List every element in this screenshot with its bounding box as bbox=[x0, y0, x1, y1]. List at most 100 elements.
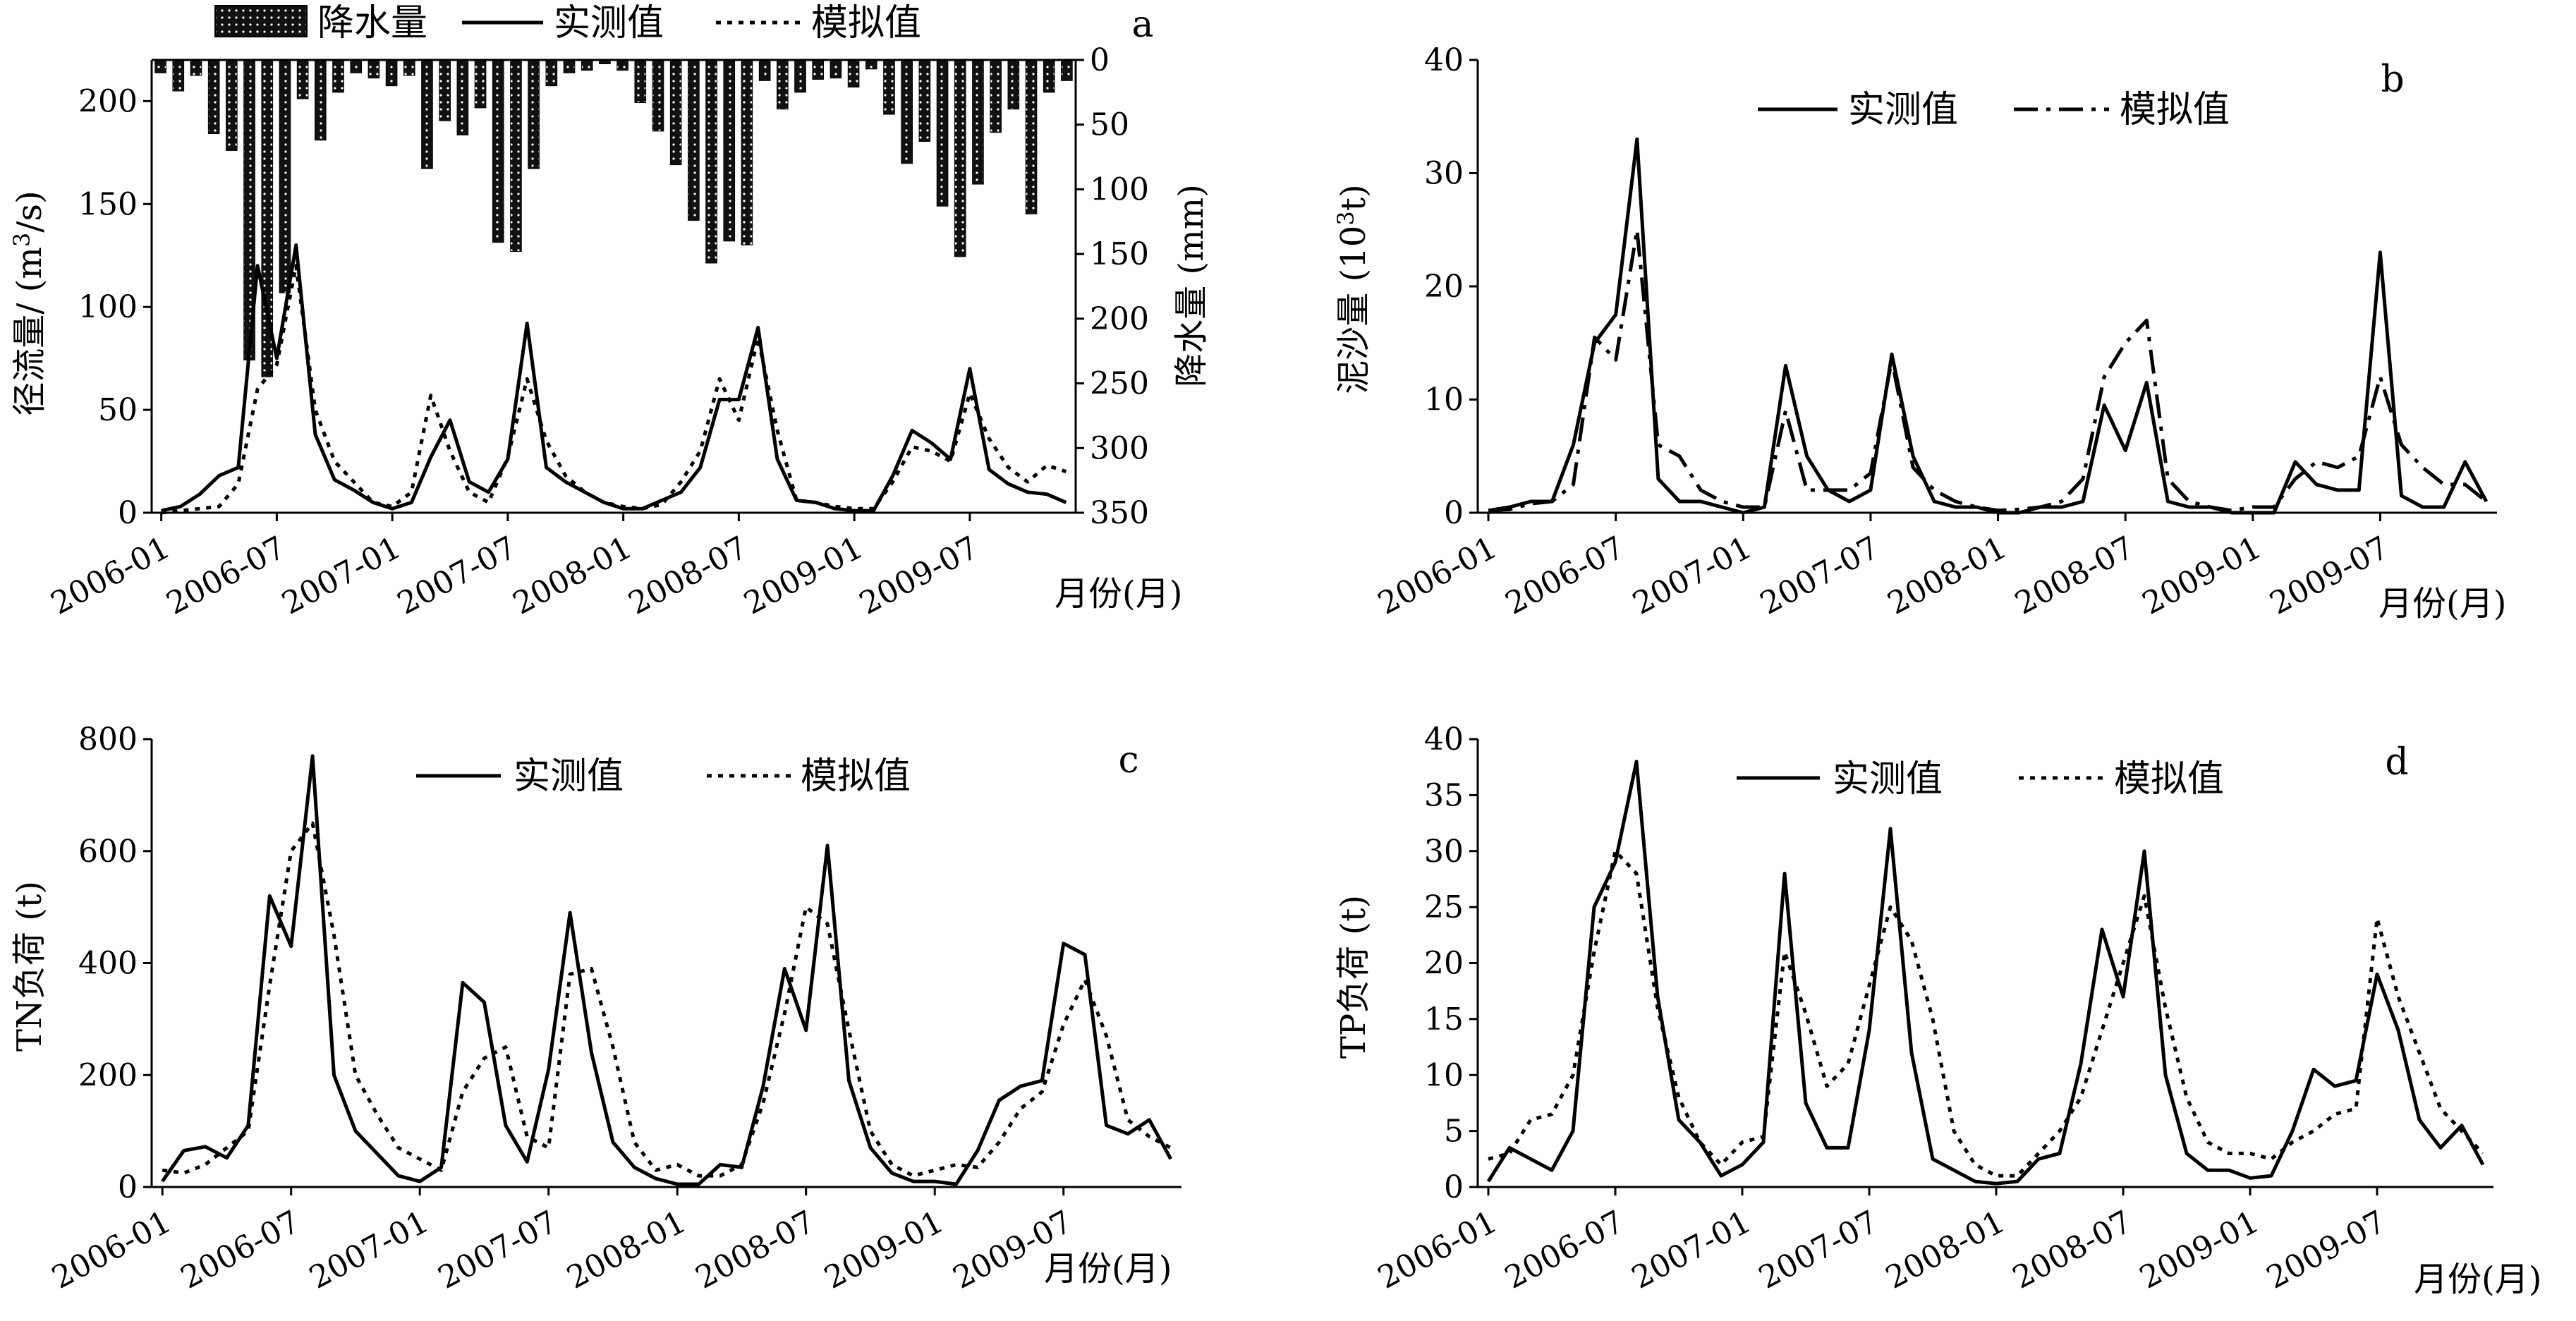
legend-simulated-label: 模拟值 bbox=[811, 2, 921, 44]
x-tick-label: 2006-07 bbox=[1499, 1204, 1629, 1296]
panel-a-y2label: 降水量 (mm) bbox=[1172, 184, 1211, 387]
precip-bar bbox=[385, 59, 398, 87]
precip-bar bbox=[669, 59, 682, 166]
series-line-simulated bbox=[161, 264, 1067, 515]
precip-bar bbox=[367, 59, 380, 79]
precip-bar bbox=[207, 59, 220, 135]
panel-d-letter: d bbox=[2385, 741, 2408, 784]
precip-bar bbox=[741, 59, 753, 245]
y-tick-label: 15 bbox=[1424, 1002, 1464, 1037]
panel-c-letter: c bbox=[1118, 739, 1138, 781]
panel-d-tp-load: d 实测值 模拟值 0 5 10 15 20 25 30 35 40 2006-012006-07… bbox=[1334, 722, 2541, 1299]
y2-tick-label: 350 bbox=[1090, 495, 1149, 531]
panel-d-axes: 05101520253035402006-012006-072007-01200… bbox=[1372, 722, 2493, 1296]
x-tick-label: 2007-07 bbox=[1754, 530, 1885, 622]
panel-b-ylabel: 泥沙量 (103t) bbox=[1332, 184, 1373, 394]
series-line-simulated bbox=[162, 821, 1172, 1178]
x-tick-label: 2007-07 bbox=[391, 530, 522, 622]
panel-c-xlabel: 月份(月) bbox=[1044, 1249, 1172, 1289]
precip-bar bbox=[456, 59, 469, 135]
precip-bar bbox=[847, 59, 860, 88]
x-tick-label: 2008-07 bbox=[690, 1204, 820, 1296]
precip-bar bbox=[403, 59, 415, 76]
precip-bar bbox=[990, 59, 1002, 133]
precip-bar bbox=[918, 59, 931, 142]
x-tick-label: 2006-01 bbox=[1372, 1204, 1502, 1296]
precip-bar bbox=[777, 59, 789, 110]
precip-bars bbox=[154, 59, 1073, 377]
panel-b-series bbox=[1488, 137, 2489, 515]
legend-precip-swatch bbox=[214, 5, 308, 37]
precip-bar bbox=[581, 59, 593, 71]
y-tick-label: 20 bbox=[1424, 269, 1464, 305]
x-tick-label: 2008-07 bbox=[623, 530, 753, 622]
x-tick-label: 2008-01 bbox=[561, 1204, 691, 1296]
y2-tick-label: 250 bbox=[1090, 366, 1149, 402]
x-tick-label: 2006-01 bbox=[45, 530, 176, 622]
precip-bar bbox=[439, 59, 451, 121]
x-tick-label: 2007-01 bbox=[1626, 1204, 1756, 1296]
legend-simulated-label: 模拟值 bbox=[2114, 758, 2224, 800]
precip-bar bbox=[190, 59, 202, 76]
precip-bar bbox=[332, 59, 344, 93]
y-tick-label: 50 bbox=[98, 392, 138, 428]
y2-tick-label: 0 bbox=[1090, 42, 1110, 78]
panel-b-sediment: b 实测值 模拟值 0 10 20 30 40 2006-012006-072007-01… bbox=[1332, 42, 2506, 623]
precip-bar bbox=[545, 59, 558, 87]
precip-bar bbox=[652, 59, 664, 132]
y-tick-label: 10 bbox=[1424, 1057, 1464, 1093]
y-tick-label: 20 bbox=[1424, 946, 1464, 982]
x-tick-label: 2008-01 bbox=[507, 530, 638, 622]
y2-tick-label: 100 bbox=[1090, 171, 1149, 207]
legend-simulated-label: 模拟值 bbox=[801, 755, 911, 798]
y2-tick-label: 200 bbox=[1090, 301, 1149, 337]
precip-bar bbox=[1043, 59, 1055, 93]
series-line-observed bbox=[161, 243, 1067, 513]
y-tick-label: 40 bbox=[1424, 42, 1464, 78]
precip-bar bbox=[705, 59, 717, 264]
series-line-observed bbox=[1488, 137, 2489, 515]
y-tick-label: 400 bbox=[78, 946, 138, 982]
panel-c-legend: 实测值 模拟值 bbox=[416, 755, 911, 798]
precip-bar bbox=[1007, 59, 1020, 110]
x-tick-label: 2006-01 bbox=[1372, 530, 1502, 622]
y2-tick-label: 150 bbox=[1090, 236, 1149, 272]
precip-bar bbox=[528, 59, 540, 169]
precip-bar bbox=[954, 59, 966, 257]
precip-bar bbox=[350, 59, 363, 73]
x-tick-label: 2007-07 bbox=[1753, 1204, 1883, 1296]
panel-c-ylabel: TN负荷 (t) bbox=[10, 881, 49, 1052]
y-tick-label: 0 bbox=[1444, 1169, 1464, 1205]
x-tick-label: 2006-07 bbox=[175, 1204, 305, 1296]
x-tick-label: 2009-01 bbox=[818, 1204, 949, 1296]
x-tick-label: 2009-07 bbox=[2264, 530, 2395, 622]
panel-d-series bbox=[1486, 760, 2485, 1186]
y-tick-label: 5 bbox=[1444, 1114, 1464, 1150]
x-tick-label: 2009-01 bbox=[738, 530, 868, 622]
legend-precip-label: 降水量 bbox=[317, 2, 427, 44]
panel-b-letter: b bbox=[2381, 59, 2404, 101]
precip-bar bbox=[794, 59, 806, 93]
precip-bar bbox=[1061, 59, 1073, 81]
y2-tick-label: 300 bbox=[1090, 430, 1149, 466]
y-tick-label: 100 bbox=[78, 289, 138, 325]
precip-bar bbox=[279, 59, 291, 293]
precip-bar bbox=[883, 59, 895, 115]
precip-bar bbox=[296, 59, 309, 99]
y-tick-label: 0 bbox=[1444, 495, 1464, 531]
panel-a-runoff-precipitation: a 降水量 实测值 模拟值 0 50 100 150 200 0 50 100 150 200 25… bbox=[8, 2, 1211, 622]
panel-b-legend: 实测值 模拟值 bbox=[1758, 89, 2230, 131]
precip-bar bbox=[758, 59, 771, 81]
y-tick-label: 25 bbox=[1424, 889, 1464, 925]
legend-observed-label: 实测值 bbox=[554, 2, 664, 44]
precip-bar bbox=[1025, 59, 1038, 214]
x-tick-label: 2007-01 bbox=[276, 530, 406, 622]
y-tick-label: 600 bbox=[78, 834, 138, 870]
y-tick-label: 0 bbox=[118, 495, 138, 531]
series-line-simulated bbox=[1488, 228, 2488, 513]
panel-d-legend: 实测值 模拟值 bbox=[1737, 758, 2224, 800]
precip-bar bbox=[154, 59, 166, 73]
y-tick-label: 0 bbox=[118, 1169, 138, 1205]
panel-a-series bbox=[161, 243, 1067, 515]
